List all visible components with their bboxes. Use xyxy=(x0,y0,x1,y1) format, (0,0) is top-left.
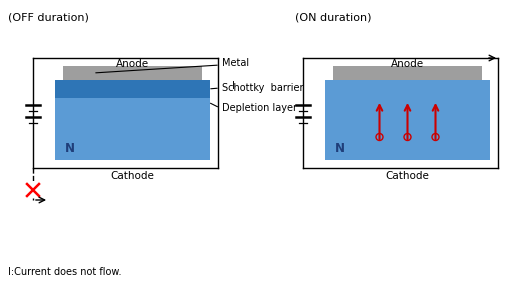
Text: Anode: Anode xyxy=(116,59,149,69)
Bar xyxy=(325,80,490,160)
Text: (OFF duration): (OFF duration) xyxy=(8,13,89,23)
Text: Schottky  barrier: Schottky barrier xyxy=(222,83,304,93)
Text: I:Current does not flow.: I:Current does not flow. xyxy=(8,267,122,277)
Text: Cathode: Cathode xyxy=(111,171,154,181)
Text: (ON duration): (ON duration) xyxy=(295,13,371,23)
Text: Metal: Metal xyxy=(222,58,249,68)
Text: I: I xyxy=(232,81,235,91)
Bar xyxy=(333,66,482,80)
Bar xyxy=(55,80,210,160)
Text: N: N xyxy=(335,142,345,154)
Text: N: N xyxy=(65,142,75,154)
Bar xyxy=(55,80,210,98)
Bar xyxy=(63,66,202,80)
Text: Depletion layer: Depletion layer xyxy=(222,103,297,113)
Text: Cathode: Cathode xyxy=(386,171,430,181)
Text: Anode: Anode xyxy=(391,59,424,69)
